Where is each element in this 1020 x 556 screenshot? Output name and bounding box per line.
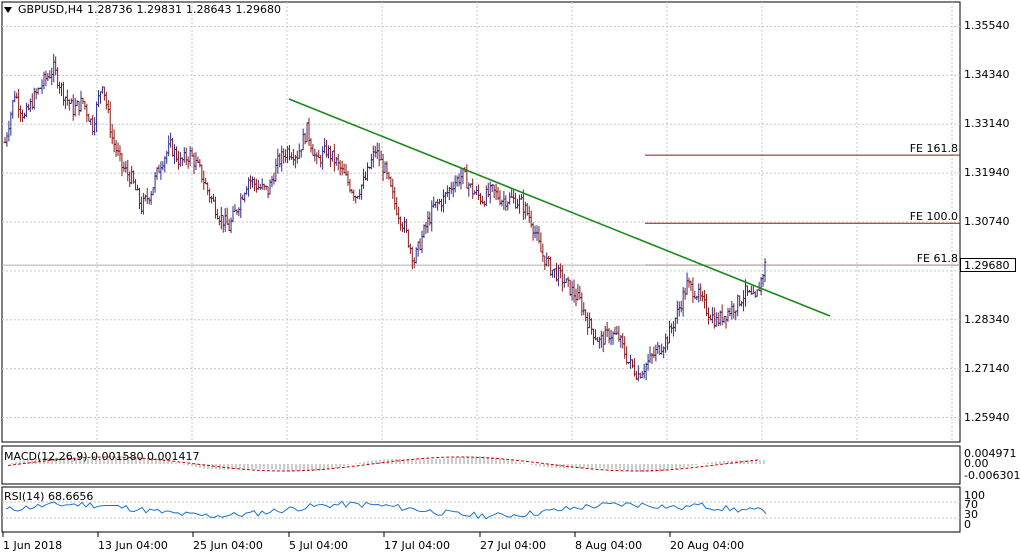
price-tick-label: 1.33140 xyxy=(964,117,1010,131)
dropdown-triangle-icon[interactable] xyxy=(4,6,12,13)
close-value: 1.29680 xyxy=(235,3,281,16)
descending-trendline xyxy=(288,98,831,317)
time-tick-label: 1 Jun 2018 xyxy=(3,539,63,552)
time-tick-label: 20 Aug 04:00 xyxy=(670,539,745,552)
price-tick-label: 1.35540 xyxy=(964,19,1010,33)
time-tick-label: 17 Jul 04:00 xyxy=(384,539,450,552)
macd-scale-zero: 0.00 xyxy=(964,457,989,470)
rsi-panel-frame xyxy=(1,486,961,533)
macd-panel-frame xyxy=(1,445,961,485)
time-tick-label: 8 Aug 04:00 xyxy=(575,539,643,552)
macd-scale-bottom: -0.006301 xyxy=(964,469,1020,482)
high-value: 1.29831 xyxy=(136,3,182,16)
chart-header: GBPUSD,H4 1.28736 1.29831 1.28643 1.2968… xyxy=(4,3,281,16)
open-value: 1.28736 xyxy=(86,3,133,16)
time-tick-label: 25 Jun 04:00 xyxy=(193,539,263,552)
time-tick-label: 27 Jul 04:00 xyxy=(480,539,546,552)
price-tick-label: 1.28340 xyxy=(964,312,1010,326)
fe-level-label: FE 161.8 xyxy=(909,142,958,156)
rsi-scale-0: 0 xyxy=(964,518,971,531)
rsi-scale-100: 100 xyxy=(964,489,985,502)
low-value: 1.28643 xyxy=(185,3,232,16)
rsi-scale-70: 70 xyxy=(964,498,978,511)
price-tick-label: 1.31940 xyxy=(964,166,1010,180)
fe-level-label: FE 100.0 xyxy=(909,210,958,224)
price-tick-label: 1.30740 xyxy=(964,215,1010,228)
rsi-line xyxy=(5,500,767,520)
macd-signal-line xyxy=(7,456,761,472)
macd-label: MACD(12,26,9) 0.001580 0.001417 xyxy=(4,450,200,463)
symbol-label: GBPUSD,H4 xyxy=(18,3,83,16)
price-tick-label: 1.27140 xyxy=(964,361,1010,375)
rsi-scale-30: 30 xyxy=(964,508,978,521)
time-tick-label: 13 Jun 04:00 xyxy=(98,539,168,552)
price-tick-label: 1.34340 xyxy=(964,68,1010,82)
macd-scale-top: 0.004971 xyxy=(964,447,1017,460)
fe-level-label: FE 61.8 xyxy=(916,252,958,266)
price-tick-label: 1.25940 xyxy=(964,410,1010,424)
rsi-label: RSI(14) 68.6656 xyxy=(4,490,94,503)
main-panel-frame xyxy=(1,1,961,443)
current-price-tag: 1.29680 xyxy=(960,258,1016,273)
time-tick-label: 5 Jul 04:00 xyxy=(289,539,348,552)
